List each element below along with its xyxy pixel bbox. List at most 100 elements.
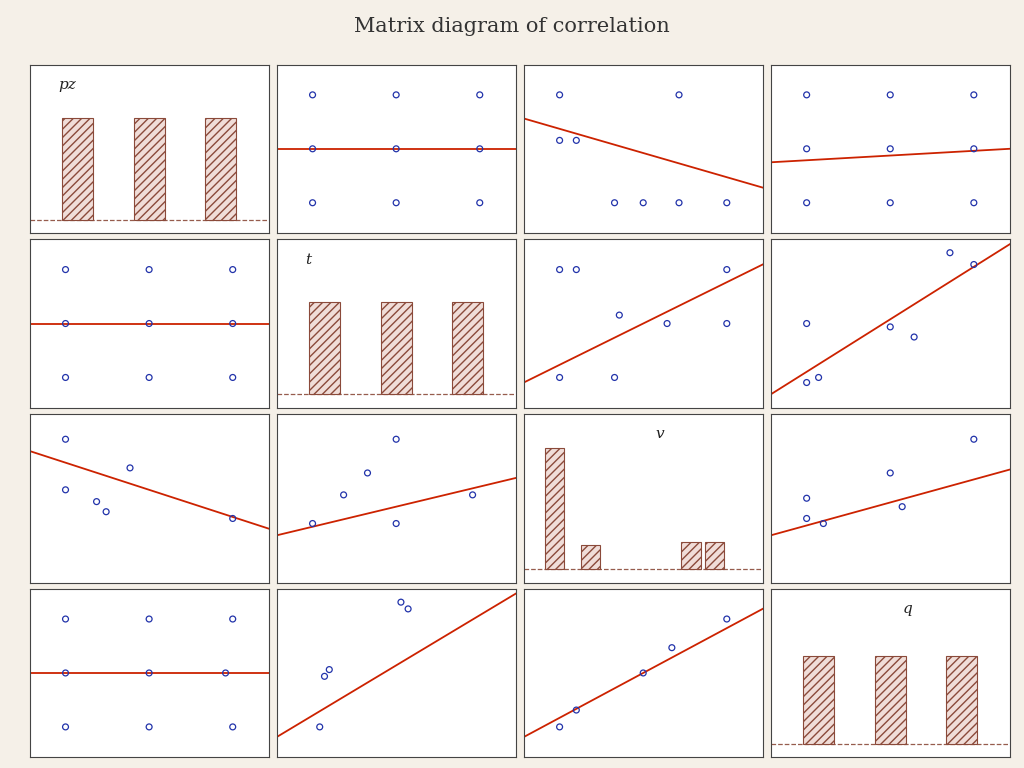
Point (611, 309, 628, 321)
Bar (381, 302, 412, 394)
Point (719, 317, 735, 329)
Point (882, 143, 898, 155)
Point (799, 492, 815, 505)
Point (122, 462, 138, 474)
Point (882, 197, 898, 209)
Point (966, 433, 982, 445)
Point (388, 89, 404, 101)
Point (141, 667, 158, 679)
Point (322, 664, 338, 676)
Point (810, 371, 826, 383)
Bar (581, 545, 600, 569)
Point (882, 321, 898, 333)
Point (551, 89, 567, 101)
Bar (874, 656, 906, 743)
Point (658, 317, 675, 329)
Point (799, 512, 815, 525)
Point (57, 667, 74, 679)
Point (472, 197, 488, 209)
Point (671, 89, 687, 101)
Point (388, 518, 404, 530)
Point (388, 433, 404, 445)
Text: v: v (655, 428, 664, 442)
Point (465, 488, 481, 501)
Point (98, 505, 115, 518)
Point (882, 467, 898, 479)
Text: t: t (305, 253, 311, 266)
Point (815, 518, 831, 530)
Point (217, 667, 233, 679)
Point (719, 613, 735, 625)
Point (224, 263, 241, 276)
Point (635, 667, 651, 679)
Bar (545, 448, 564, 569)
Point (304, 143, 321, 155)
Text: pz: pz (58, 78, 76, 92)
Point (141, 613, 158, 625)
Point (568, 134, 585, 147)
Point (57, 263, 74, 276)
Point (719, 263, 735, 276)
Point (551, 134, 567, 147)
Point (606, 371, 623, 383)
Point (311, 720, 328, 733)
Point (664, 641, 680, 654)
Bar (133, 118, 165, 220)
Point (799, 89, 815, 101)
Bar (946, 656, 978, 743)
Point (141, 720, 158, 733)
Point (224, 371, 241, 383)
Bar (205, 118, 237, 220)
Point (671, 197, 687, 209)
Point (551, 371, 567, 383)
Point (304, 518, 321, 530)
Point (57, 371, 74, 383)
Point (393, 596, 410, 608)
Point (388, 197, 404, 209)
Bar (309, 302, 340, 394)
Point (551, 263, 567, 276)
Point (568, 704, 585, 717)
Point (400, 603, 417, 615)
Point (906, 331, 923, 343)
Point (224, 613, 241, 625)
Point (568, 263, 585, 276)
Point (224, 720, 241, 733)
Point (606, 197, 623, 209)
Point (141, 371, 158, 383)
Point (88, 495, 104, 508)
Point (799, 143, 815, 155)
Point (551, 720, 567, 733)
Point (359, 467, 376, 479)
Point (966, 143, 982, 155)
Point (966, 258, 982, 270)
Point (304, 89, 321, 101)
Point (336, 488, 352, 501)
Point (316, 670, 333, 683)
Point (141, 317, 158, 329)
Text: q: q (902, 602, 912, 616)
Point (141, 263, 158, 276)
Bar (803, 656, 835, 743)
Point (966, 89, 982, 101)
Point (942, 247, 958, 259)
Point (799, 376, 815, 389)
Point (472, 89, 488, 101)
Point (882, 89, 898, 101)
Point (57, 433, 74, 445)
Point (799, 197, 815, 209)
Point (966, 197, 982, 209)
Point (719, 197, 735, 209)
Point (304, 197, 321, 209)
Point (635, 197, 651, 209)
Point (472, 143, 488, 155)
Point (388, 143, 404, 155)
Bar (706, 542, 724, 569)
Point (224, 512, 241, 525)
Point (224, 317, 241, 329)
Point (57, 317, 74, 329)
Bar (61, 118, 93, 220)
Point (57, 484, 74, 496)
Bar (681, 542, 700, 569)
Point (57, 613, 74, 625)
